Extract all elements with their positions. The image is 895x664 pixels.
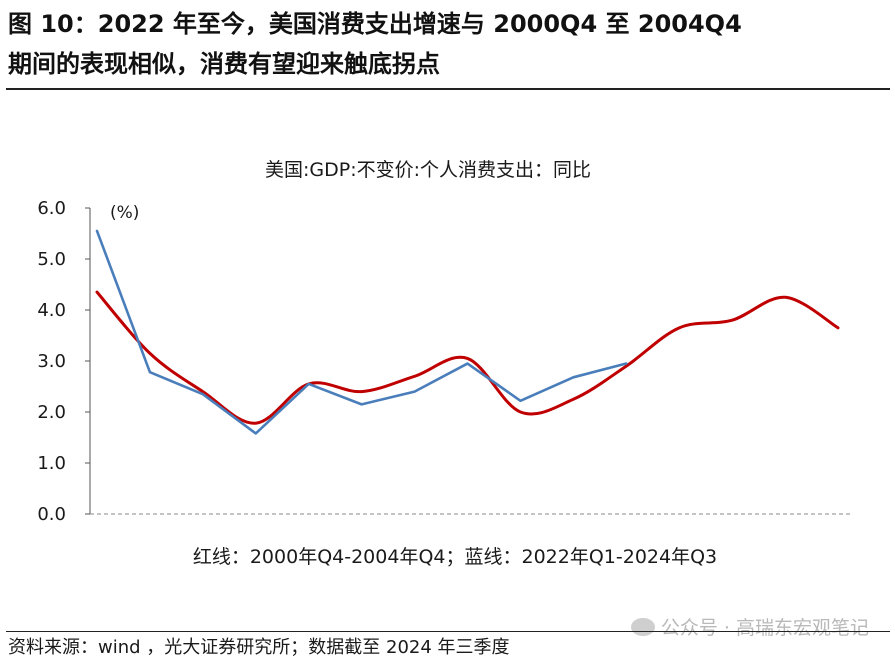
watermark: 公众号 · 高瑞东宏观笔记 <box>630 613 869 640</box>
figure-title-line-1: 图 10：2022 年至今，美国消费支出增速与 2000Q4 至 2004Q4 <box>8 10 742 38</box>
series-layer <box>95 229 840 435</box>
wechat-icon <box>630 618 655 636</box>
chart-title: 美国:GDP:不变价:个人消费支出：同比 <box>265 159 591 181</box>
figure-title: 图 10：2022 年至今，美国消费支出增速与 2000Q4 至 2004Q4 … <box>8 4 888 84</box>
y-axis: 6.0 5.0 4.0 3.0 2.0 1.0 0.0 <box>37 198 852 525</box>
source-note: 资料来源：wind ，光大证券研究所；数据截至 2024 年三季度 <box>8 637 510 658</box>
y-tick-label: 6.0 <box>37 198 66 219</box>
y-tick-label: 0.0 <box>37 504 66 525</box>
series-line-blue <box>95 229 628 435</box>
bottom-rule <box>6 631 890 632</box>
y-tick-label: 3.0 <box>37 351 66 372</box>
y-tick-label: 4.0 <box>37 300 66 321</box>
y-tick-label: 5.0 <box>37 249 66 270</box>
figure-title-line-2: 期间的表现相似，消费有望迎来触底拐点 <box>8 50 440 78</box>
legend-text: 红线：2000年Q4-2004年Q4；蓝线：2022年Q1-2024年Q3 <box>193 546 717 568</box>
top-rule <box>6 88 890 90</box>
y-axis-unit-label: (%) <box>110 203 139 223</box>
series-line-red <box>95 290 840 425</box>
y-tick-label: 1.0 <box>37 453 66 474</box>
watermark-text: 公众号 · 高瑞东宏观笔记 <box>660 617 869 639</box>
y-tick-label: 2.0 <box>37 402 66 423</box>
